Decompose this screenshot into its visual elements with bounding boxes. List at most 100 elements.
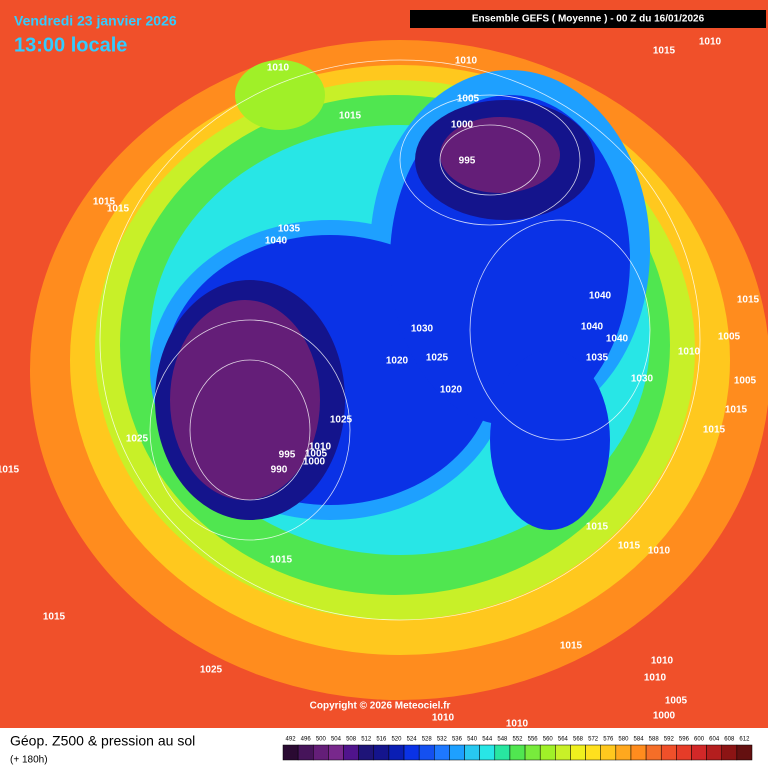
scale-label: 564 [558,737,569,743]
scale-label: 524 [407,737,418,743]
scale-cell [343,744,359,761]
scale-cell [464,744,480,761]
isobar-label: 1015 [560,641,583,652]
scale-label: 596 [679,737,690,743]
isobar-label: 995 [459,156,476,167]
scale-cell [570,744,586,761]
model-box [410,10,766,28]
isobar-label: 1010 [506,719,529,730]
isobar-label: 1010 [432,713,455,724]
isobar-label: 1040 [265,236,288,247]
field [0,0,768,728]
scale-label: 584 [634,737,645,743]
isobar-label: 1010 [648,546,671,557]
time: 13:00 locale [14,34,127,56]
scale-cell [434,744,450,761]
scale-label: 500 [316,737,327,743]
isobar-label: 1005 [734,376,757,387]
scale-label: 572 [588,737,599,743]
isobar-label: 1025 [126,434,149,445]
scale-cell [706,744,722,761]
isobar-label: 1005 [665,696,688,707]
model: Ensemble GEFS ( Moyenne ) - 00 Z du 16/0… [472,14,705,25]
isobar-label: 1025 [426,353,449,364]
scale-label: 604 [709,737,720,743]
scale-cell [660,744,677,761]
isobar-label: 1030 [631,374,654,385]
isobar-label: 1010 [309,442,332,453]
scale-label: 496 [301,737,312,743]
scale-cell [676,744,692,761]
scale-cell [585,744,601,761]
isobar-label: 1015 [93,197,116,208]
scale-cell [736,744,753,761]
scale-cell [645,744,662,761]
isobar-label: 1015 [653,46,676,57]
scale-cell [313,744,329,761]
scale-cell [721,744,738,761]
scale-cell [403,744,420,761]
scale-label: 608 [724,737,735,743]
scale-label: 580 [618,737,629,743]
scale-label: 552 [512,737,523,743]
isobar-label: 1015 [703,425,726,436]
isobar-label: 1015 [586,522,609,533]
isobar-label: 1020 [386,356,409,367]
scale-cell [388,744,405,761]
scale-label: 508 [346,737,357,743]
isobar-label: 1040 [606,334,629,345]
scale-label: 560 [543,737,554,743]
isobar-label: 1015 [339,111,362,122]
isobar-label: 1015 [618,541,641,552]
scale-label: 536 [452,737,463,743]
scale-label: 548 [497,737,508,743]
isobar-label: 1035 [278,224,301,235]
isobar-label: 1020 [440,385,463,396]
scale-cell [524,744,541,761]
copyright: Copyright © 2026 Meteociel.fr [310,701,451,712]
scale-label: 540 [467,737,478,743]
scale-label: 556 [528,737,539,743]
isobar-label: 1040 [581,322,604,333]
isobar-label: 1015 [270,555,293,566]
isobar-label: 1010 [699,37,722,48]
isobar-label: 1000 [451,120,474,131]
isobar-label: 1005 [718,332,741,343]
scale-label: 512 [361,737,372,743]
scale-cell [358,744,375,761]
scale-cell [418,744,435,761]
footer-lead: (+ 180h) [10,755,48,766]
scale-cell [691,744,707,761]
scale-label: 532 [437,737,448,743]
scale-label: 544 [482,737,493,743]
scale-cell [479,744,496,761]
isobar-label: 990 [271,465,288,476]
scale-cell [328,744,344,761]
isobar-label: 1030 [411,324,434,335]
isobar-label: 1010 [267,63,290,74]
isobar-label: 1010 [678,347,701,358]
isobar-label: 1015 [107,204,130,215]
scale-cell [449,744,465,761]
isobar-label: 995 [279,450,296,461]
isobar-label: 1025 [200,665,223,676]
scale-cell [282,744,299,761]
isobar-label: 1015 [737,295,760,306]
scale-label: 492 [286,737,297,743]
scale-label: 600 [694,737,705,743]
scale-label: 528 [422,737,433,743]
date: Vendredi 23 janvier 2026 [14,13,177,29]
isobar-label: 1010 [651,656,674,667]
isobar-label: 1025 [330,415,353,426]
scale-label: 568 [573,737,584,743]
isobar-label: 1035 [586,353,609,364]
scale-label: 592 [664,737,675,743]
scale-cell [509,744,526,761]
scale-cell [539,744,556,761]
isobar-label: 1015 [725,405,748,416]
scale-cell [297,744,314,761]
isobar-label: 1005 [457,94,480,105]
isobar-label: 1040 [589,291,612,302]
scale-label: 520 [391,737,402,743]
